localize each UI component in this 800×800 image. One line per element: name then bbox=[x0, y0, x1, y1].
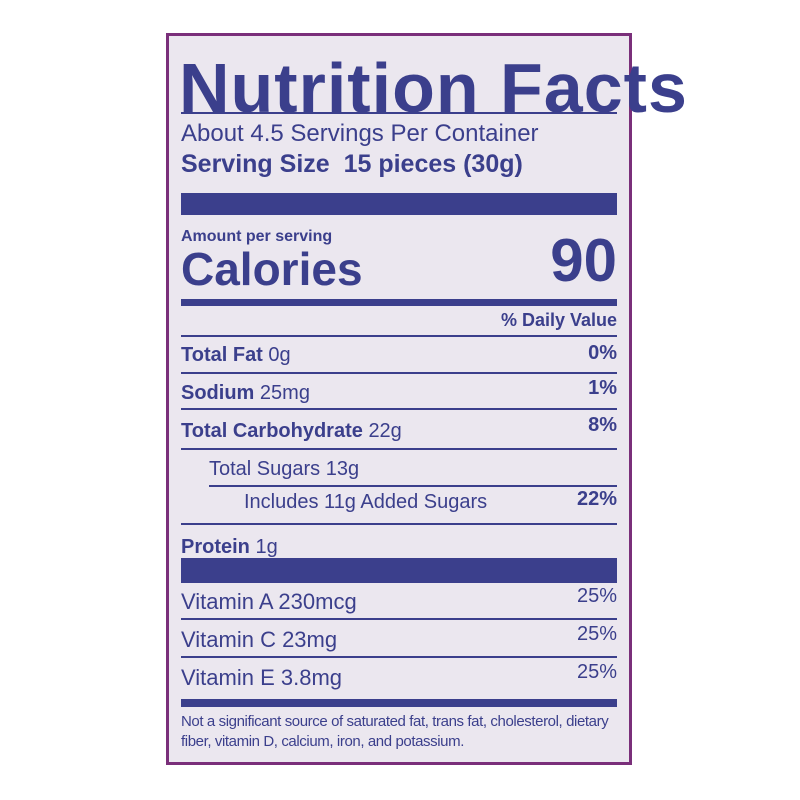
dv-total-carbohydrate: 8% bbox=[588, 414, 617, 436]
divider bbox=[181, 448, 617, 450]
calories-value: 90 bbox=[550, 227, 617, 294]
divider bbox=[181, 523, 617, 525]
dv-vitamin-c: 25% bbox=[576, 623, 617, 645]
dv-vitamin-e: 25% bbox=[576, 661, 617, 683]
footnote: Not a significant source of saturated fa… bbox=[181, 713, 609, 750]
divider bbox=[181, 408, 617, 410]
vitamin-c: Vitamin C 23mg bbox=[181, 627, 338, 652]
nutrient-added-sugars: Includes 11g Added Sugars bbox=[244, 491, 488, 513]
dv-added-sugars: 22% bbox=[576, 488, 617, 510]
medium-divider bbox=[181, 299, 617, 306]
dv-total-fat: 0% bbox=[588, 342, 617, 364]
dv-vitamin-a: 25% bbox=[576, 585, 617, 607]
divider bbox=[181, 618, 617, 620]
medium-divider bbox=[181, 699, 617, 707]
serving-size-value: 15 pieces (30g) bbox=[343, 150, 523, 178]
label-title: Nutrition Facts bbox=[179, 49, 688, 127]
serving-size: Serving Size 15 pieces (30g) bbox=[181, 150, 523, 179]
divider bbox=[181, 112, 617, 114]
nutrition-facts-label: Nutrition Facts About 4.5 Servings Per C… bbox=[166, 33, 687, 765]
nutrient-protein: Protein 1g bbox=[181, 536, 278, 558]
divider bbox=[181, 656, 617, 658]
thick-divider bbox=[181, 558, 617, 583]
dv-sodium: 1% bbox=[588, 377, 617, 399]
nutrient-total-sugars: Total Sugars 13g bbox=[209, 458, 360, 480]
thick-divider bbox=[181, 193, 617, 215]
divider bbox=[181, 335, 617, 337]
daily-value-header: % Daily Value bbox=[500, 310, 617, 330]
divider bbox=[181, 372, 617, 374]
amount-per-serving: Amount per serving bbox=[181, 228, 333, 245]
nutrient-total-carbohydrate: Total Carbohydrate 22g bbox=[181, 420, 402, 442]
servings-per-container: About 4.5 Servings Per Container bbox=[181, 120, 539, 147]
vitamin-a: Vitamin A 230mcg bbox=[181, 589, 357, 614]
divider bbox=[209, 485, 617, 487]
serving-size-label: Serving Size bbox=[181, 150, 330, 178]
nutrient-total-fat: Total Fat 0g bbox=[181, 344, 291, 366]
calories-label: Calories bbox=[181, 243, 363, 295]
nutrient-sodium: Sodium 25mg bbox=[181, 382, 310, 404]
vitamin-e: Vitamin E 3.8mg bbox=[181, 665, 343, 690]
